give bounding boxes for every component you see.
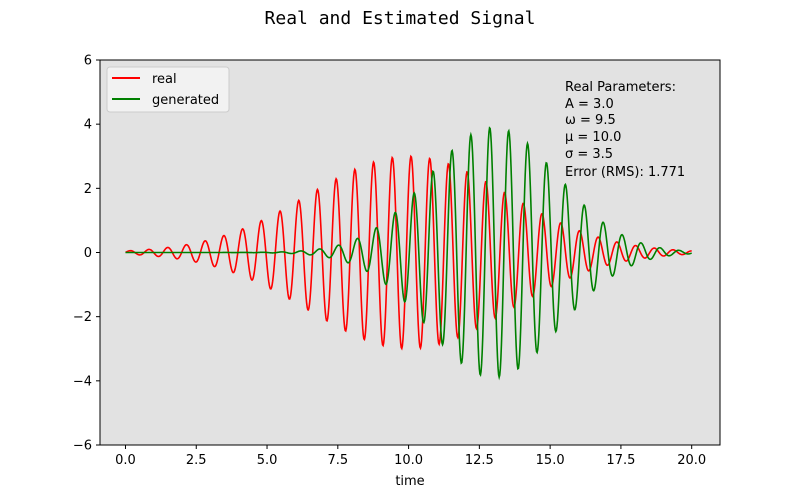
annotation-error: Error (RMS): 1.771 <box>565 165 685 180</box>
x-axis: 0.0 2.5 5.0 7.5 10.0 12.5 15.0 17.5 20.0 <box>115 445 706 468</box>
x-tick-label: 15.0 <box>536 453 565 468</box>
annotation-mu: μ = 10.0 <box>565 130 621 145</box>
x-tick-label: 5.0 <box>257 453 278 468</box>
y-tick-label: 6 <box>84 54 92 69</box>
x-tick-label: 17.5 <box>606 453 635 468</box>
annotation-omega: ω = 9.5 <box>565 113 616 128</box>
x-tick-label: 7.5 <box>327 453 348 468</box>
y-tick-label: −4 <box>73 374 92 389</box>
x-tick-label: 0.0 <box>115 453 136 468</box>
y-tick-label: 0 <box>84 246 92 261</box>
x-tick-label: 20.0 <box>677 453 706 468</box>
chart-title: Real and Estimated Signal <box>265 8 536 29</box>
series-line-real <box>125 154 692 351</box>
legend-label-generated: generated <box>152 93 219 108</box>
annotation-amplitude: A = 3.0 <box>565 97 614 112</box>
y-axis: −6 −4 −2 0 2 4 6 <box>73 54 100 454</box>
x-tick-label: 12.5 <box>465 453 494 468</box>
x-tick-label: 10.0 <box>394 453 423 468</box>
y-tick-label: −2 <box>73 310 92 325</box>
series-layer <box>125 126 692 381</box>
x-axis-label: time <box>395 474 424 489</box>
y-tick-label: −6 <box>73 439 92 454</box>
annotation-heading: Real Parameters: <box>565 80 676 95</box>
x-tick-label: 2.5 <box>186 453 207 468</box>
legend: real generated <box>106 66 230 113</box>
y-tick-label: 2 <box>84 182 92 197</box>
legend-label-real: real <box>152 72 177 87</box>
annotation-sigma: σ = 3.5 <box>565 147 613 162</box>
y-tick-label: 4 <box>84 118 92 133</box>
parameters-annotation: Real Parameters: A = 3.0 ω = 9.5 μ = 10.… <box>565 80 685 180</box>
series-line-generated <box>125 126 692 381</box>
